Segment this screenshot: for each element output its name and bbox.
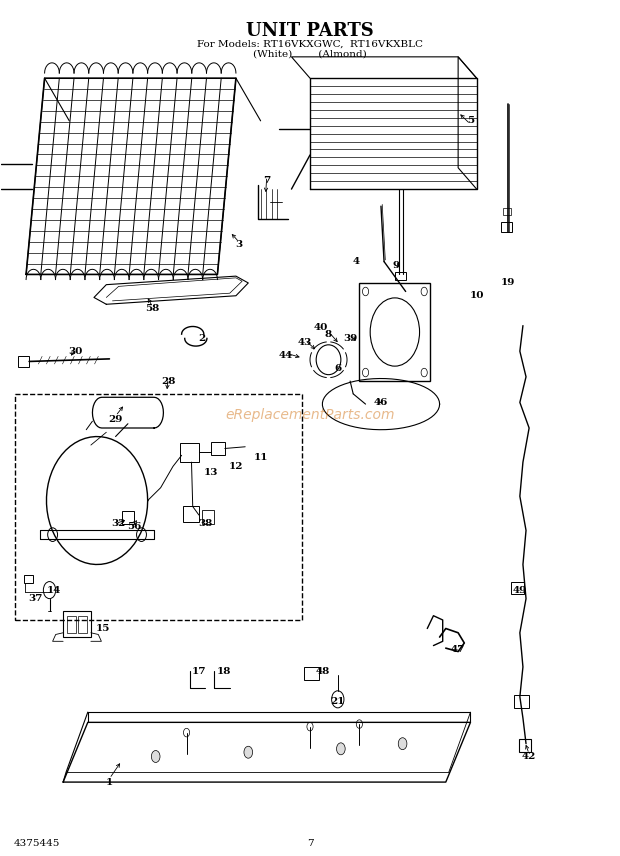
Circle shape bbox=[363, 288, 369, 296]
Bar bbox=[15, 394, 302, 620]
Text: 42: 42 bbox=[522, 752, 536, 761]
Bar bbox=[202, 510, 215, 524]
Text: 1: 1 bbox=[106, 777, 113, 787]
Text: 4: 4 bbox=[353, 257, 360, 266]
Circle shape bbox=[337, 743, 345, 755]
Text: 14: 14 bbox=[46, 586, 61, 595]
Text: 4375445: 4375445 bbox=[14, 839, 60, 848]
Text: 17: 17 bbox=[192, 667, 206, 675]
Text: 15: 15 bbox=[96, 624, 110, 633]
Text: 8: 8 bbox=[325, 330, 332, 339]
Bar bbox=[67, 615, 76, 633]
Text: 58: 58 bbox=[146, 304, 160, 313]
Text: UNIT PARTS: UNIT PARTS bbox=[246, 22, 374, 40]
Text: 39: 39 bbox=[343, 334, 357, 343]
Circle shape bbox=[356, 720, 363, 728]
Bar bbox=[502, 222, 513, 232]
Text: For Models: RT16VKXGWC,  RT16VKXBLC: For Models: RT16VKXGWC, RT16VKXBLC bbox=[197, 39, 423, 49]
Circle shape bbox=[184, 728, 190, 737]
Bar bbox=[503, 208, 511, 215]
Circle shape bbox=[244, 746, 252, 758]
Text: 40: 40 bbox=[314, 323, 329, 332]
Bar bbox=[395, 272, 406, 281]
Circle shape bbox=[421, 288, 427, 296]
Bar bbox=[211, 442, 225, 455]
Circle shape bbox=[421, 368, 427, 377]
Bar bbox=[514, 695, 529, 708]
Text: 5: 5 bbox=[467, 116, 474, 125]
Bar bbox=[180, 443, 199, 462]
Bar bbox=[518, 740, 531, 752]
Text: 47: 47 bbox=[451, 645, 466, 654]
Circle shape bbox=[307, 722, 313, 731]
Text: 19: 19 bbox=[500, 278, 515, 288]
Bar bbox=[184, 507, 199, 522]
Bar bbox=[63, 611, 91, 637]
Text: 29: 29 bbox=[108, 415, 123, 424]
Text: 2: 2 bbox=[198, 334, 206, 343]
Bar bbox=[122, 511, 134, 524]
Circle shape bbox=[398, 738, 407, 750]
Text: 7: 7 bbox=[263, 176, 270, 185]
Text: 48: 48 bbox=[315, 667, 329, 675]
Text: 6: 6 bbox=[334, 364, 342, 372]
Text: 49: 49 bbox=[513, 586, 527, 595]
Text: 46: 46 bbox=[374, 398, 388, 407]
Text: 10: 10 bbox=[469, 291, 484, 300]
Text: 18: 18 bbox=[216, 667, 231, 675]
Text: 12: 12 bbox=[229, 462, 243, 471]
Text: eReplacementParts.com: eReplacementParts.com bbox=[225, 408, 395, 422]
Text: 3: 3 bbox=[236, 240, 242, 249]
Bar bbox=[360, 283, 430, 381]
Bar bbox=[304, 667, 319, 680]
Text: 28: 28 bbox=[161, 377, 175, 385]
Circle shape bbox=[363, 368, 369, 377]
Text: 38: 38 bbox=[198, 519, 212, 528]
Text: 21: 21 bbox=[330, 697, 345, 705]
Text: 32: 32 bbox=[112, 519, 126, 528]
Bar bbox=[18, 356, 29, 366]
Text: 37: 37 bbox=[28, 594, 43, 603]
Text: 9: 9 bbox=[393, 261, 400, 270]
Bar bbox=[78, 615, 87, 633]
Text: 11: 11 bbox=[254, 454, 268, 462]
Circle shape bbox=[151, 751, 160, 763]
Text: 13: 13 bbox=[204, 468, 218, 477]
Text: 43: 43 bbox=[298, 338, 312, 348]
Text: 30: 30 bbox=[68, 347, 82, 356]
Text: (White)        (Almond): (White) (Almond) bbox=[253, 50, 367, 59]
Text: 7: 7 bbox=[307, 839, 313, 848]
Text: 44: 44 bbox=[278, 351, 293, 360]
Bar bbox=[511, 581, 524, 594]
Bar bbox=[24, 574, 33, 583]
Text: 56: 56 bbox=[127, 521, 141, 531]
